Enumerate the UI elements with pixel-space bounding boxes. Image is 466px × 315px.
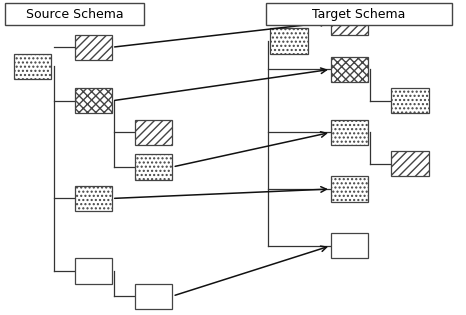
Text: Target Schema: Target Schema [312, 8, 405, 21]
Bar [266, 3, 452, 25]
Bar [135, 120, 172, 145]
Bar [331, 233, 368, 258]
Bar [75, 35, 112, 60]
Bar [331, 176, 368, 202]
Text: Source Schema: Source Schema [26, 8, 123, 21]
Bar [75, 258, 112, 284]
Bar [75, 88, 112, 113]
Bar [135, 284, 172, 309]
Bar [270, 28, 308, 54]
Bar [331, 120, 368, 145]
Bar [135, 154, 172, 180]
Bar [5, 3, 144, 25]
Bar [331, 57, 368, 82]
Bar [331, 9, 368, 35]
Bar [75, 186, 112, 211]
Bar [14, 54, 51, 79]
Bar [391, 151, 429, 176]
Bar [391, 88, 429, 113]
